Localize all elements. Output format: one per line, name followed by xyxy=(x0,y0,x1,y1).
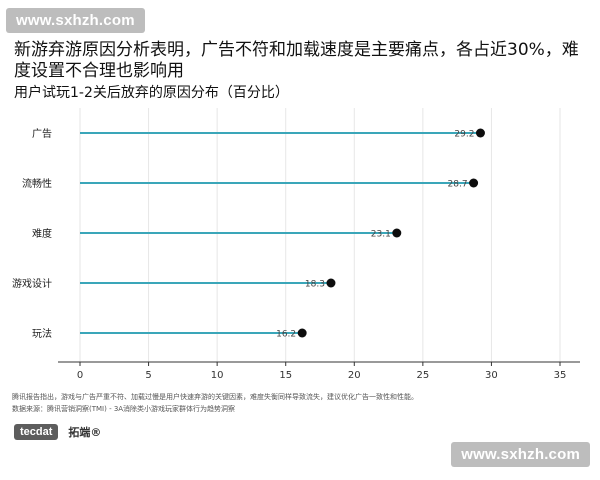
lollipop-dot xyxy=(326,278,336,288)
tuoduan-logo: 拓端® xyxy=(68,426,102,439)
x-tick-label: 0 xyxy=(77,370,83,381)
value-label: 23.1 xyxy=(371,230,391,240)
x-tick-label: 30 xyxy=(485,370,498,381)
category-label: 游戏设计 xyxy=(12,277,52,290)
tecdat-logo: tecdat xyxy=(14,424,59,440)
x-tick-label: 35 xyxy=(554,370,567,381)
category-label: 广告 xyxy=(32,127,52,140)
category-label: 难度 xyxy=(32,227,52,240)
category-label: 玩法 xyxy=(32,327,52,340)
footnote-source: 数据来源：腾讯营销洞察(TMI) - 3A消除类小游戏玩家群体行为趋势洞察 xyxy=(12,405,236,413)
lollipop-dot xyxy=(392,228,402,238)
footnote-insight: 腾讯报告指出，游戏与广告严重不符、加载过慢是用户快速弃游的关键因素，难度失衡同样… xyxy=(12,393,418,401)
x-tick-label: 15 xyxy=(279,370,292,381)
headline: 新游弃游原因分析表明，广告不符和加载速度是主要痛点，各占近30%，难度设置不合理… xyxy=(14,40,579,81)
x-tick-label: 25 xyxy=(416,370,429,381)
chart-title: 用户试玩1-2关后放弃的原因分布（百分比） xyxy=(14,85,289,101)
value-label: 18.3 xyxy=(305,280,325,290)
value-label: 16.2 xyxy=(276,330,296,340)
lollipop-dot xyxy=(469,178,479,188)
value-label: 29.2 xyxy=(454,130,474,140)
lollipop-chart: 0 5 10 15 20 25 30 35 29.2 广告 28.7 流畅性 23.1 难度 18.3 游戏设… xyxy=(12,108,580,381)
x-tick-label: 5 xyxy=(145,370,151,381)
lollipop-dot xyxy=(475,128,485,138)
category-label: 流畅性 xyxy=(22,177,52,190)
lollipop-dot xyxy=(297,328,307,338)
value-label: 28.7 xyxy=(448,180,468,190)
x-tick-label: 10 xyxy=(211,370,224,381)
logo-row: tecdat 拓端® xyxy=(14,424,101,440)
x-tick-label: 20 xyxy=(348,370,361,381)
watermark-top: www.sxhzh.com xyxy=(6,8,145,33)
watermark-bottom: www.sxhzh.com xyxy=(451,442,590,467)
